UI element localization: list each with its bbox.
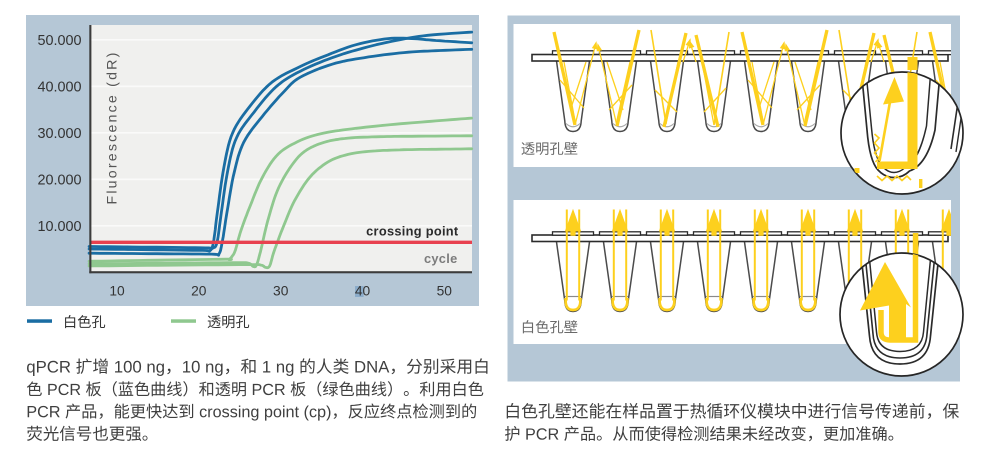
svg-text:cycle: cycle: [424, 251, 458, 266]
svg-text:20: 20: [191, 284, 207, 299]
svg-text:30.000: 30.000: [37, 126, 81, 142]
svg-text:20.000: 20.000: [37, 172, 81, 188]
svg-text:10: 10: [109, 284, 125, 299]
svg-text:crossing point: crossing point: [366, 223, 459, 238]
svg-text:Fluorescence (dR): Fluorescence (dR): [105, 50, 121, 204]
svg-text:50: 50: [437, 284, 453, 299]
svg-text:40.000: 40.000: [37, 79, 81, 95]
svg-text:40: 40: [355, 284, 371, 299]
svg-text:30: 30: [273, 284, 289, 299]
svg-text:10.000: 10.000: [37, 219, 81, 235]
svg-text:50.000: 50.000: [37, 33, 81, 49]
